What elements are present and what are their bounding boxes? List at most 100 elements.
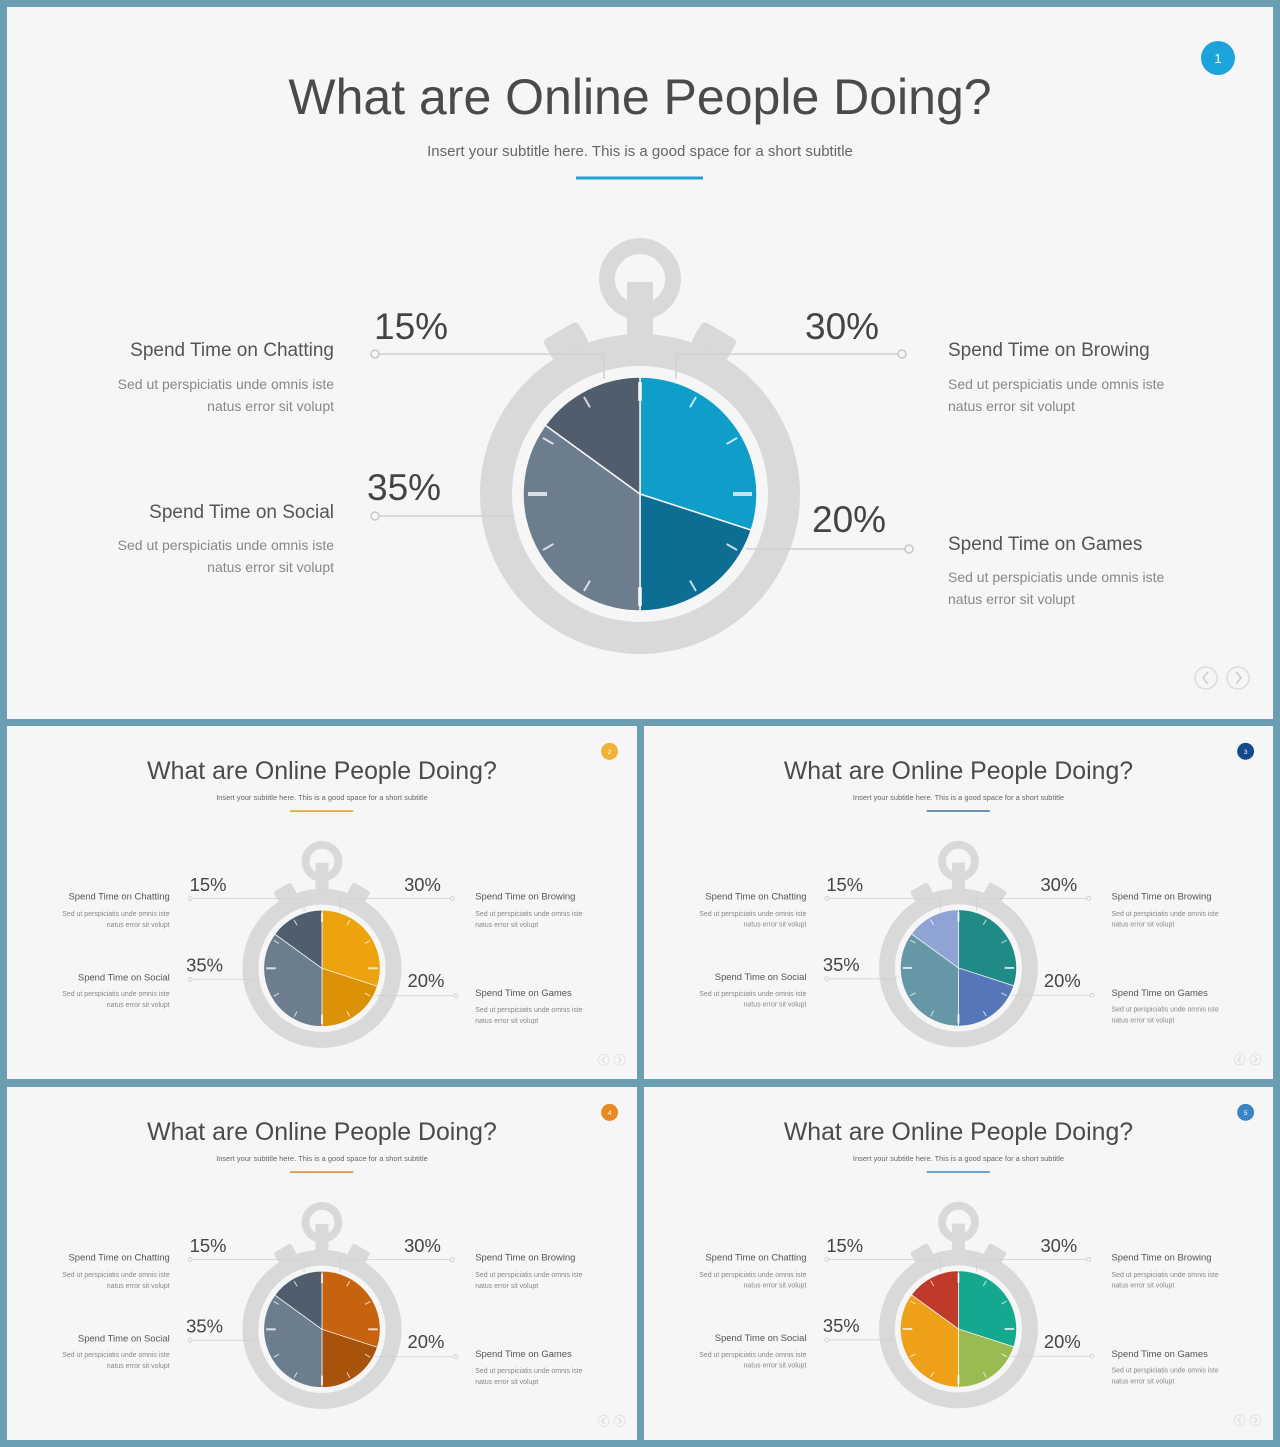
percent-browsing: 30% (404, 874, 441, 895)
label-desc-social: Sed ut perspiciatis unde omnis iste (699, 1352, 806, 1359)
clock-ticks (266, 1273, 378, 1386)
pie-slice-browing (321, 909, 381, 987)
label-title-games: Spend Time on Games (475, 1349, 572, 1360)
connector-line-chatting (375, 353, 605, 379)
pie-slice-chatting (544, 376, 641, 496)
slide-main: What are Online People Doing? Insert your… (7, 7, 1273, 719)
page-number: 2 (608, 749, 612, 756)
label-desc-browsing: natus error sit volupt (1111, 922, 1174, 929)
label-desc-chatting: Sed ut perspiciatis unde omnis iste (118, 376, 335, 392)
label-group-social: 35% Spend Time on Social Sed ut perspiciat… (118, 467, 514, 575)
percent-games: 20% (1044, 970, 1081, 991)
percent-browsing: 30% (1040, 874, 1077, 895)
pie-slice-social (899, 1294, 959, 1388)
connector-line-chatting (190, 898, 305, 912)
percent-chatting: 15% (826, 874, 863, 895)
label-desc-chatting: natus error sit volupt (744, 922, 807, 929)
page-number: 1 (1214, 51, 1221, 66)
label-desc-games: Sed ut perspiciatis unde omnis iste (1111, 1368, 1218, 1375)
label-desc-games: Sed ut perspiciatis unde omnis iste (475, 1368, 583, 1375)
chevron-left-icon[interactable] (1233, 1053, 1246, 1066)
label-desc-browsing: Sed ut perspiciatis unde omnis iste (1111, 1272, 1218, 1279)
connector-dot-games (453, 993, 459, 999)
chevron-left-icon[interactable] (597, 1415, 610, 1427)
label-title-chatting: Spend Time on Chatting (68, 892, 169, 903)
percent-games: 20% (1044, 1331, 1081, 1352)
pie-slice-games (639, 492, 753, 612)
label-group-games: 20% Spend Time on Games Sed ut perspiciati… (746, 499, 1165, 607)
label-desc-games: natus error sit volupt (1111, 1379, 1174, 1386)
connector-dot-games (1089, 992, 1095, 998)
pie-slice-browing (958, 1270, 1017, 1348)
label-desc-browsing: Sed ut perspiciatis unde omnis iste (475, 1272, 583, 1279)
label-title-social: Spend Time on Social (715, 971, 807, 982)
percent-social: 35% (823, 954, 860, 975)
label-title-chatting: Spend Time on Chatting (130, 340, 334, 361)
connector-dot-games (453, 1354, 459, 1360)
connector-dot-social (824, 976, 830, 982)
clock-ticks (902, 912, 1015, 1024)
chevron-left-icon[interactable] (1194, 666, 1218, 690)
chevron-left-icon[interactable] (597, 1054, 610, 1066)
connector-line-browsing (675, 353, 902, 379)
percent-chatting: 15% (374, 306, 448, 347)
percent-social: 35% (823, 1315, 860, 1336)
label-desc-social: Sed ut perspiciatis unde omnis iste (62, 1352, 170, 1359)
percent-social: 35% (367, 467, 441, 508)
slide-canvas: What are Online People Doing? Insert your… (62, 742, 626, 1066)
chevron-right-icon[interactable] (1249, 1414, 1262, 1427)
connector-dot-chatting (370, 349, 380, 359)
label-desc-social: natus error sit volupt (107, 1002, 170, 1009)
connector-dot-browsing (1086, 896, 1091, 901)
slide-canvas: What are Online People Doing? Insert your… (699, 742, 1262, 1066)
chevron-right-icon[interactable] (1249, 1053, 1262, 1066)
chevron-right-icon[interactable] (613, 1054, 626, 1066)
pie-slice-browing (639, 376, 758, 532)
label-desc-browsing: natus error sit volupt (948, 398, 1075, 414)
slide-title: What are Online People Doing? (147, 1118, 497, 1146)
pie-chart (899, 909, 1017, 1027)
label-group-games: 20% Spend Time on Games Sed ut perspiciati… (1011, 970, 1219, 1025)
slide-thumbnail-2[interactable]: What are Online People Doing? Insert your… (7, 726, 637, 1079)
label-desc-games: Sed ut perspiciatis unde omnis iste (948, 569, 1165, 585)
slide-thumbnail-3[interactable]: What are Online People Doing? Insert your… (644, 726, 1273, 1079)
slide-subtitle: Insert your subtitle here. This is a goo… (216, 793, 428, 802)
slide-thumbnail-4[interactable]: What are Online People Doing? Insert your… (7, 1087, 637, 1440)
pie-slice-games (321, 1328, 378, 1388)
label-title-browsing: Spend Time on Browing (475, 892, 575, 903)
chevron-right-icon[interactable] (1226, 666, 1250, 690)
slide-subtitle: Insert your subtitle here. This is a goo… (853, 1154, 1064, 1163)
label-group-social: 35% Spend Time on Social Sed ut perspiciat… (699, 1315, 896, 1370)
percent-social: 35% (186, 954, 223, 975)
pie-slice-browing (958, 909, 1017, 987)
slide-thumbnail-5[interactable]: What are Online People Doing? Insert your… (644, 1087, 1273, 1440)
label-group-chatting: 15% Spend Time on Chatting Sed ut perspici… (62, 1235, 305, 1290)
label-title-chatting: Spend Time on Chatting (705, 890, 806, 901)
label-desc-social: Sed ut perspiciatis unde omnis iste (62, 991, 170, 998)
percent-social: 35% (186, 1315, 223, 1336)
percent-browsing: 30% (1040, 1235, 1077, 1256)
chevron-left-icon[interactable] (1233, 1414, 1246, 1427)
clock-ticks (528, 382, 752, 606)
percent-games: 20% (812, 499, 886, 540)
pie-slice-social (522, 424, 641, 612)
page-number-badge: 2 (601, 742, 619, 760)
label-desc-browsing: Sed ut perspiciatis unde omnis iste (475, 911, 583, 918)
pie-slice-social (263, 933, 323, 1027)
connector-dot-chatting (187, 1257, 193, 1263)
percent-chatting: 15% (826, 1235, 863, 1256)
pie-slice-chatting (274, 909, 323, 970)
label-group-chatting: 15% Spend Time on Chatting Sed ut perspici… (62, 874, 305, 929)
percent-games: 20% (408, 970, 445, 991)
label-desc-browsing: Sed ut perspiciatis unde omnis iste (1111, 911, 1218, 918)
label-desc-games: Sed ut perspiciatis unde omnis iste (475, 1007, 583, 1014)
connector-dot-browsing (449, 896, 455, 902)
label-group-games: 20% Spend Time on Games Sed ut perspiciati… (374, 1331, 583, 1386)
pie-slice-games (958, 1328, 1015, 1388)
pie-chart (522, 376, 758, 612)
connector-line-browsing (975, 1259, 1089, 1272)
clock-ticks (902, 1273, 1015, 1385)
slide-canvas: What are Online People Doing? Insert your… (62, 1103, 626, 1427)
page-number: 4 (608, 1110, 612, 1117)
chevron-right-icon[interactable] (613, 1415, 626, 1427)
